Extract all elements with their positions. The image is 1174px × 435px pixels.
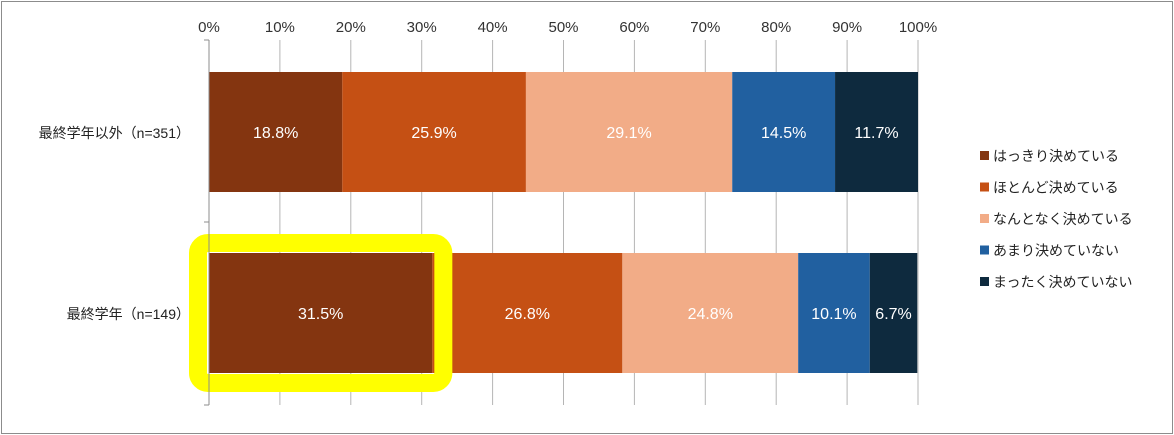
bar-segment	[732, 72, 836, 192]
legend-swatch	[980, 277, 989, 286]
data-label: 18.8%	[253, 125, 298, 142]
bar-segment	[209, 253, 433, 373]
x-tick-label: 10%	[265, 19, 295, 36]
x-tick-label: 60%	[619, 19, 649, 36]
x-tick-label: 30%	[407, 19, 437, 36]
bar-segment	[432, 253, 623, 373]
data-label: 31.5%	[298, 306, 343, 323]
x-tick-labels: 0% 10% 20% 30% 40% 50% 60% 70% 80% 90% 100%	[198, 19, 937, 36]
x-tick-label: 50%	[548, 19, 578, 36]
data-label: 14.5%	[761, 125, 806, 142]
legend-label: ほとんど決めている	[993, 180, 1119, 196]
x-tick-label: 70%	[690, 19, 720, 36]
legend-swatch	[980, 151, 989, 160]
bar-segment	[622, 253, 799, 373]
legend-label: なんとなく決めている	[993, 211, 1133, 227]
data-label: 29.1%	[606, 125, 651, 142]
legend-swatch	[980, 214, 989, 223]
x-tick-label: 80%	[761, 19, 791, 36]
bar-segment	[525, 72, 733, 192]
legend-label: まったく決めていない	[993, 274, 1132, 290]
bars: 18.8% 25.9% 29.1% 14.5% 11.7% 31.5% 26.8% 24.8%…	[209, 72, 918, 373]
bar-segment	[835, 72, 918, 192]
x-tick-label: 40%	[478, 19, 508, 36]
bar-segment	[869, 253, 918, 373]
legend-label: あまり決めていない	[993, 243, 1119, 259]
highlight-box	[189, 234, 453, 392]
bar-segment	[209, 72, 343, 192]
data-label: 24.8%	[688, 306, 733, 323]
bar-segment	[798, 253, 870, 373]
data-label: 25.9%	[411, 125, 456, 142]
bar-segment	[342, 72, 526, 192]
highlight-rect	[189, 234, 453, 392]
category-label: 最終学年（n=149）	[67, 306, 190, 322]
data-label: 10.1%	[811, 306, 856, 323]
legend-swatch	[980, 245, 989, 255]
x-tick-label: 0%	[198, 19, 220, 36]
data-label: 6.7%	[875, 306, 911, 323]
x-tick-label: 20%	[336, 19, 366, 36]
x-tick-label: 90%	[832, 19, 862, 36]
x-tick-label: 100%	[899, 19, 937, 36]
data-label: 11.7%	[854, 125, 898, 142]
legend: はっきり決めているほとんど決めているなんとなく決めているあまり決めていないまった…	[980, 148, 1133, 290]
axes	[204, 39, 210, 406]
legend-label: はっきり決めている	[993, 148, 1119, 164]
category-label: 最終学年以外（n=351）	[39, 125, 190, 141]
legend-swatch	[980, 182, 989, 192]
category-labels: 最終学年以外（n=351） 最終学年（n=149）	[39, 125, 190, 322]
data-label: 26.8%	[505, 306, 550, 323]
